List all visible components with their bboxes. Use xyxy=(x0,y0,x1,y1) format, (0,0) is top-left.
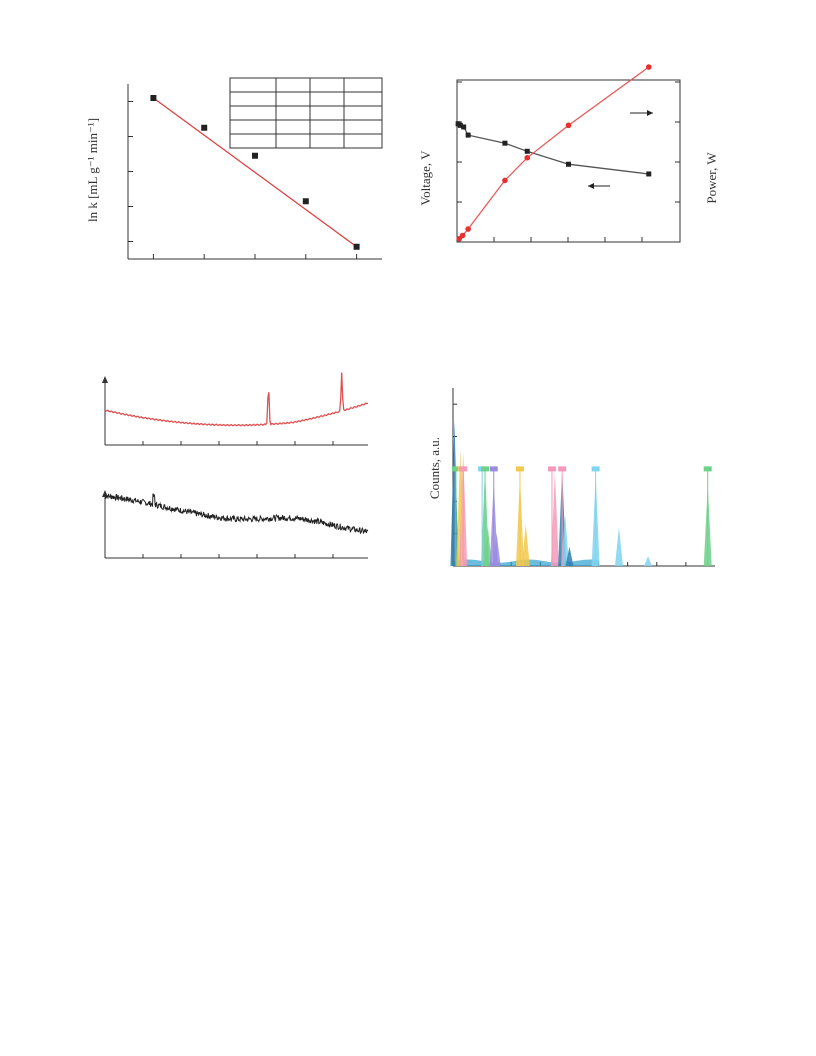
y-axis-arrow-bottom xyxy=(102,490,108,497)
panel-voltage-power: Voltage, V Power, W xyxy=(410,64,750,280)
inset-table xyxy=(229,77,383,149)
peak xyxy=(492,533,501,566)
black-spectrum-line xyxy=(104,493,369,535)
marker-tag xyxy=(703,466,712,472)
voltage-point xyxy=(524,148,530,154)
fit-line xyxy=(153,97,357,248)
arrow-left-head xyxy=(588,183,594,189)
voltage-point xyxy=(465,132,471,138)
marker-tag xyxy=(481,466,490,472)
voltage-point xyxy=(457,122,463,128)
power-point xyxy=(524,154,531,161)
peak xyxy=(550,472,559,566)
series-line-right xyxy=(458,66,650,240)
peak xyxy=(450,420,459,566)
data-point xyxy=(252,152,258,159)
data-point xyxy=(353,243,360,250)
voltage-point xyxy=(646,171,652,177)
power-point xyxy=(465,226,471,232)
peak xyxy=(614,527,623,566)
y-axis-arrow-top xyxy=(102,376,108,383)
marker-tag xyxy=(489,466,498,472)
voltage-power-chart xyxy=(455,64,681,243)
marker-tag xyxy=(547,466,556,472)
power-point xyxy=(459,232,466,239)
panel-spectra xyxy=(95,370,385,570)
marker-tag xyxy=(459,466,468,472)
peak xyxy=(521,523,530,566)
peak xyxy=(483,527,492,566)
power-point xyxy=(645,64,652,70)
counts-chart xyxy=(450,388,715,567)
series-line-left xyxy=(457,123,649,175)
panel-arrhenius: ln k [mL g⁻¹ min⁻¹] xyxy=(60,70,400,280)
voltage-point xyxy=(461,124,467,130)
voltage-point xyxy=(502,140,508,146)
arrow-right-head xyxy=(647,110,653,116)
marker-tag xyxy=(515,466,524,472)
data-point xyxy=(302,198,309,205)
panel-counts: Counts, a.u. xyxy=(410,380,730,580)
peak xyxy=(565,546,574,566)
power-point xyxy=(502,177,508,184)
red-spectrum-line xyxy=(104,372,369,427)
marker-tag xyxy=(558,466,567,472)
arrhenius-chart xyxy=(127,77,383,260)
marker-tag xyxy=(451,466,460,472)
plot-frame xyxy=(456,79,681,243)
data-point xyxy=(150,95,157,101)
peak xyxy=(644,556,653,566)
peak xyxy=(561,514,570,566)
marker-tag xyxy=(591,466,600,472)
data-point xyxy=(201,124,208,131)
power-point xyxy=(565,122,572,129)
voltage-point xyxy=(566,161,571,167)
spectra-chart xyxy=(102,372,369,559)
